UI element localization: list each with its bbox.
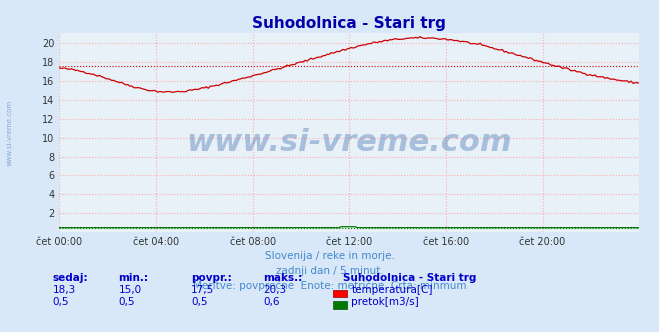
Text: Slovenija / reke in morje.: Slovenija / reke in morje. (264, 251, 395, 261)
Bar (333, 290, 347, 297)
Text: pretok[m3/s]: pretok[m3/s] (351, 297, 419, 307)
Bar (333, 301, 347, 309)
Text: 20,3: 20,3 (264, 285, 287, 295)
Text: min.:: min.: (119, 273, 149, 283)
Text: 0,5: 0,5 (53, 297, 69, 307)
Text: 0,5: 0,5 (119, 297, 135, 307)
Text: 15,0: 15,0 (119, 285, 142, 295)
Text: Meritve: povprečne  Enote: metrične  Črta: minmum: Meritve: povprečne Enote: metrične Črta:… (192, 279, 467, 291)
Text: temperatura[C]: temperatura[C] (351, 285, 433, 295)
Text: www.si-vreme.com: www.si-vreme.com (7, 100, 13, 166)
Title: Suhodolnica - Stari trg: Suhodolnica - Stari trg (252, 16, 446, 31)
Text: zadnji dan / 5 minut.: zadnji dan / 5 minut. (275, 266, 384, 276)
Text: 0,6: 0,6 (264, 297, 280, 307)
Text: 18,3: 18,3 (53, 285, 76, 295)
Text: www.si-vreme.com: www.si-vreme.com (186, 128, 512, 157)
Text: sedaj:: sedaj: (53, 273, 88, 283)
Text: povpr.:: povpr.: (191, 273, 232, 283)
Text: maks.:: maks.: (264, 273, 303, 283)
Text: 0,5: 0,5 (191, 297, 208, 307)
Text: 17,5: 17,5 (191, 285, 214, 295)
Text: Suhodolnica - Stari trg: Suhodolnica - Stari trg (343, 273, 476, 283)
